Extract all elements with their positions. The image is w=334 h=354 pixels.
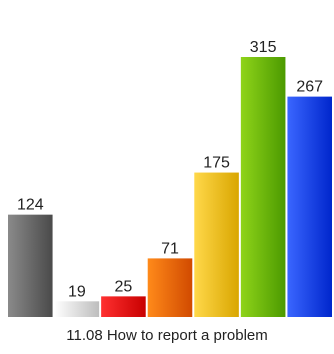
bar-6: [240, 57, 286, 317]
value-label-4: 71: [161, 240, 179, 257]
value-label-2: 19: [68, 283, 86, 300]
value-labels-group: 124 19 25 71 175 315 267: [17, 39, 323, 300]
bar-1: [8, 214, 53, 317]
value-label-5: 175: [203, 155, 230, 172]
bar-3: [101, 296, 146, 317]
bar-7: [287, 96, 332, 318]
value-label-7: 267: [296, 79, 323, 96]
bar-4: [147, 258, 193, 317]
value-label-1: 124: [17, 197, 44, 214]
chart-title: 11.08 How to report a problem: [66, 327, 268, 344]
bar-5: [194, 172, 239, 317]
value-label-6: 315: [250, 39, 277, 56]
bar-2: [54, 301, 100, 317]
value-label-3: 25: [115, 278, 133, 295]
bars-group: [8, 57, 332, 318]
